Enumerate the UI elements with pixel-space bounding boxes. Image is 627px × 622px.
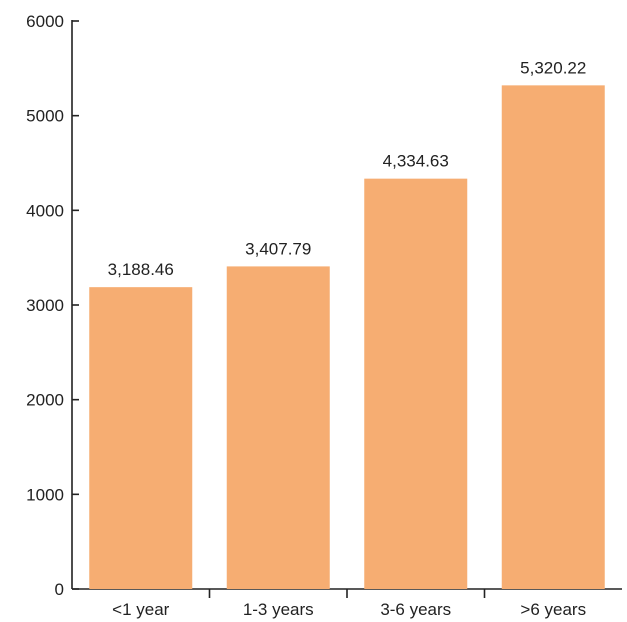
x-tick-label: >6 years xyxy=(520,600,586,619)
y-tick-label: 3000 xyxy=(26,296,64,315)
y-tick-label: 6000 xyxy=(26,12,64,31)
x-tick-label: 1-3 years xyxy=(243,600,314,619)
bars xyxy=(89,85,605,589)
x-axis: <1 year 1-3 years 3-6 years >6 years xyxy=(72,588,622,619)
bar xyxy=(89,287,193,589)
y-tick-label: 0 xyxy=(55,580,64,599)
y-tick-label: 4000 xyxy=(26,201,64,220)
x-tick-label: 3-6 years xyxy=(380,600,451,619)
bar xyxy=(226,266,330,589)
bar xyxy=(501,85,605,589)
data-labels: 3,188.46 3,407.79 4,334.63 5,320.22 xyxy=(108,58,587,279)
data-label: 5,320.22 xyxy=(520,58,586,77)
data-label: 3,407.79 xyxy=(245,239,311,258)
x-tick-label: <1 year xyxy=(112,600,170,619)
data-label: 3,188.46 xyxy=(108,260,174,279)
y-tick-label: 2000 xyxy=(26,391,64,410)
data-label: 4,334.63 xyxy=(383,152,449,171)
y-tick-label: 1000 xyxy=(26,485,64,504)
y-tick-label: 5000 xyxy=(26,107,64,126)
bar xyxy=(364,178,468,589)
y-axis: 0 1000 2000 3000 4000 5000 6000 xyxy=(26,12,79,599)
